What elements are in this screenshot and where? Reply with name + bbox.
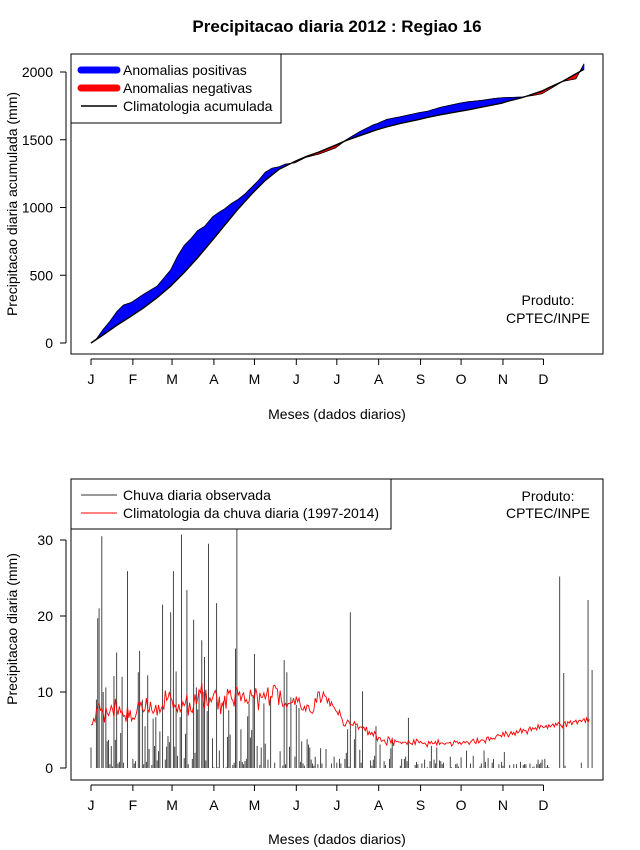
legend-daily: Chuva diaria observada Climatologia da c… xyxy=(70,478,392,530)
x-tick-label: F xyxy=(129,371,138,387)
annotation-cptec: CPTEC/INPE xyxy=(506,310,590,326)
x-tick-label: O xyxy=(456,371,467,387)
chart-title: Precipitacao diaria 2012 : Regiao 16 xyxy=(192,17,481,36)
y-tick-label: 0 xyxy=(45,335,53,351)
x-tick-label: J xyxy=(333,797,340,813)
legend-label-climatology-daily: Climatologia da chuva diaria (1997-2014) xyxy=(123,505,379,521)
x-tick-label: D xyxy=(538,797,548,813)
y-tick-label: 20 xyxy=(37,608,53,624)
y-axis-label-daily: Precipitacao diaria (mm) xyxy=(4,553,20,705)
y-axis-daily: 0 10 20 30 xyxy=(37,532,67,776)
panel-daily: 0 10 20 30 J F M A M J J A S O N D Precipitacao diaria… xyxy=(4,478,604,847)
x-tick-label: J xyxy=(88,797,95,813)
y-tick-label: 10 xyxy=(37,684,53,700)
x-tick-label: A xyxy=(374,797,384,813)
x-tick-label: D xyxy=(538,371,548,387)
x-axis-label-cumulative: Meses (dados diarios) xyxy=(268,406,406,422)
x-tick-label: A xyxy=(209,371,219,387)
climatologia-acumulada-line xyxy=(90,68,585,344)
x-tick-label: M xyxy=(166,371,178,387)
legend-box-daily xyxy=(70,478,392,530)
legend-label-negative: Anomalias negativas xyxy=(123,80,252,96)
annotation-cptec-daily: CPTEC/INPE xyxy=(506,505,590,521)
x-tick-label: J xyxy=(293,371,300,387)
x-tick-label: A xyxy=(374,371,384,387)
y-tick-label: 0 xyxy=(45,760,53,776)
y-tick-label: 1000 xyxy=(22,200,53,216)
legend-label-climatology: Climatologia acumulada xyxy=(123,98,273,114)
legend-label-observed: Chuva diaria observada xyxy=(123,487,271,503)
y-tick-label: 30 xyxy=(37,532,53,548)
x-tick-label: M xyxy=(249,797,261,813)
x-tick-label: O xyxy=(456,797,467,813)
x-tick-label: A xyxy=(209,797,219,813)
chuva-acumulada-line xyxy=(90,63,585,344)
x-tick-label: J xyxy=(333,371,340,387)
y-tick-label: 500 xyxy=(30,267,54,283)
x-axis-label-daily: Meses (dados diarios) xyxy=(268,831,406,847)
y-axis-label-cumulative: Precipitacao diaria acumulada (mm) xyxy=(4,92,20,316)
x-tick-label: J xyxy=(293,797,300,813)
x-tick-label: M xyxy=(166,797,178,813)
legend-label-positive: Anomalias positivas xyxy=(123,62,247,78)
y-tick-label: 2000 xyxy=(22,64,53,80)
x-tick-label: J xyxy=(88,371,95,387)
x-tick-label: N xyxy=(498,371,508,387)
legend-cumulative: Anomalias positivas Anomalias negativas … xyxy=(70,53,282,124)
y-tick-label: 1500 xyxy=(22,132,53,148)
x-tick-label: N xyxy=(498,797,508,813)
y-axis-cumulative: 0 500 1000 1500 2000 xyxy=(22,64,67,351)
x-tick-label: S xyxy=(416,371,425,387)
annotation-produto-daily: Produto: xyxy=(522,488,575,504)
x-tick-label: M xyxy=(249,371,261,387)
climatologia-diaria-line xyxy=(91,682,590,748)
x-tick-label: F xyxy=(129,797,138,813)
x-tick-label: S xyxy=(416,797,425,813)
annotation-produto: Produto: xyxy=(522,292,575,308)
panel-cumulative: 0 500 1000 1500 2000 J F M A M J J A S O N D Precipitac… xyxy=(4,53,604,422)
plot-box-cumulative xyxy=(70,53,604,355)
